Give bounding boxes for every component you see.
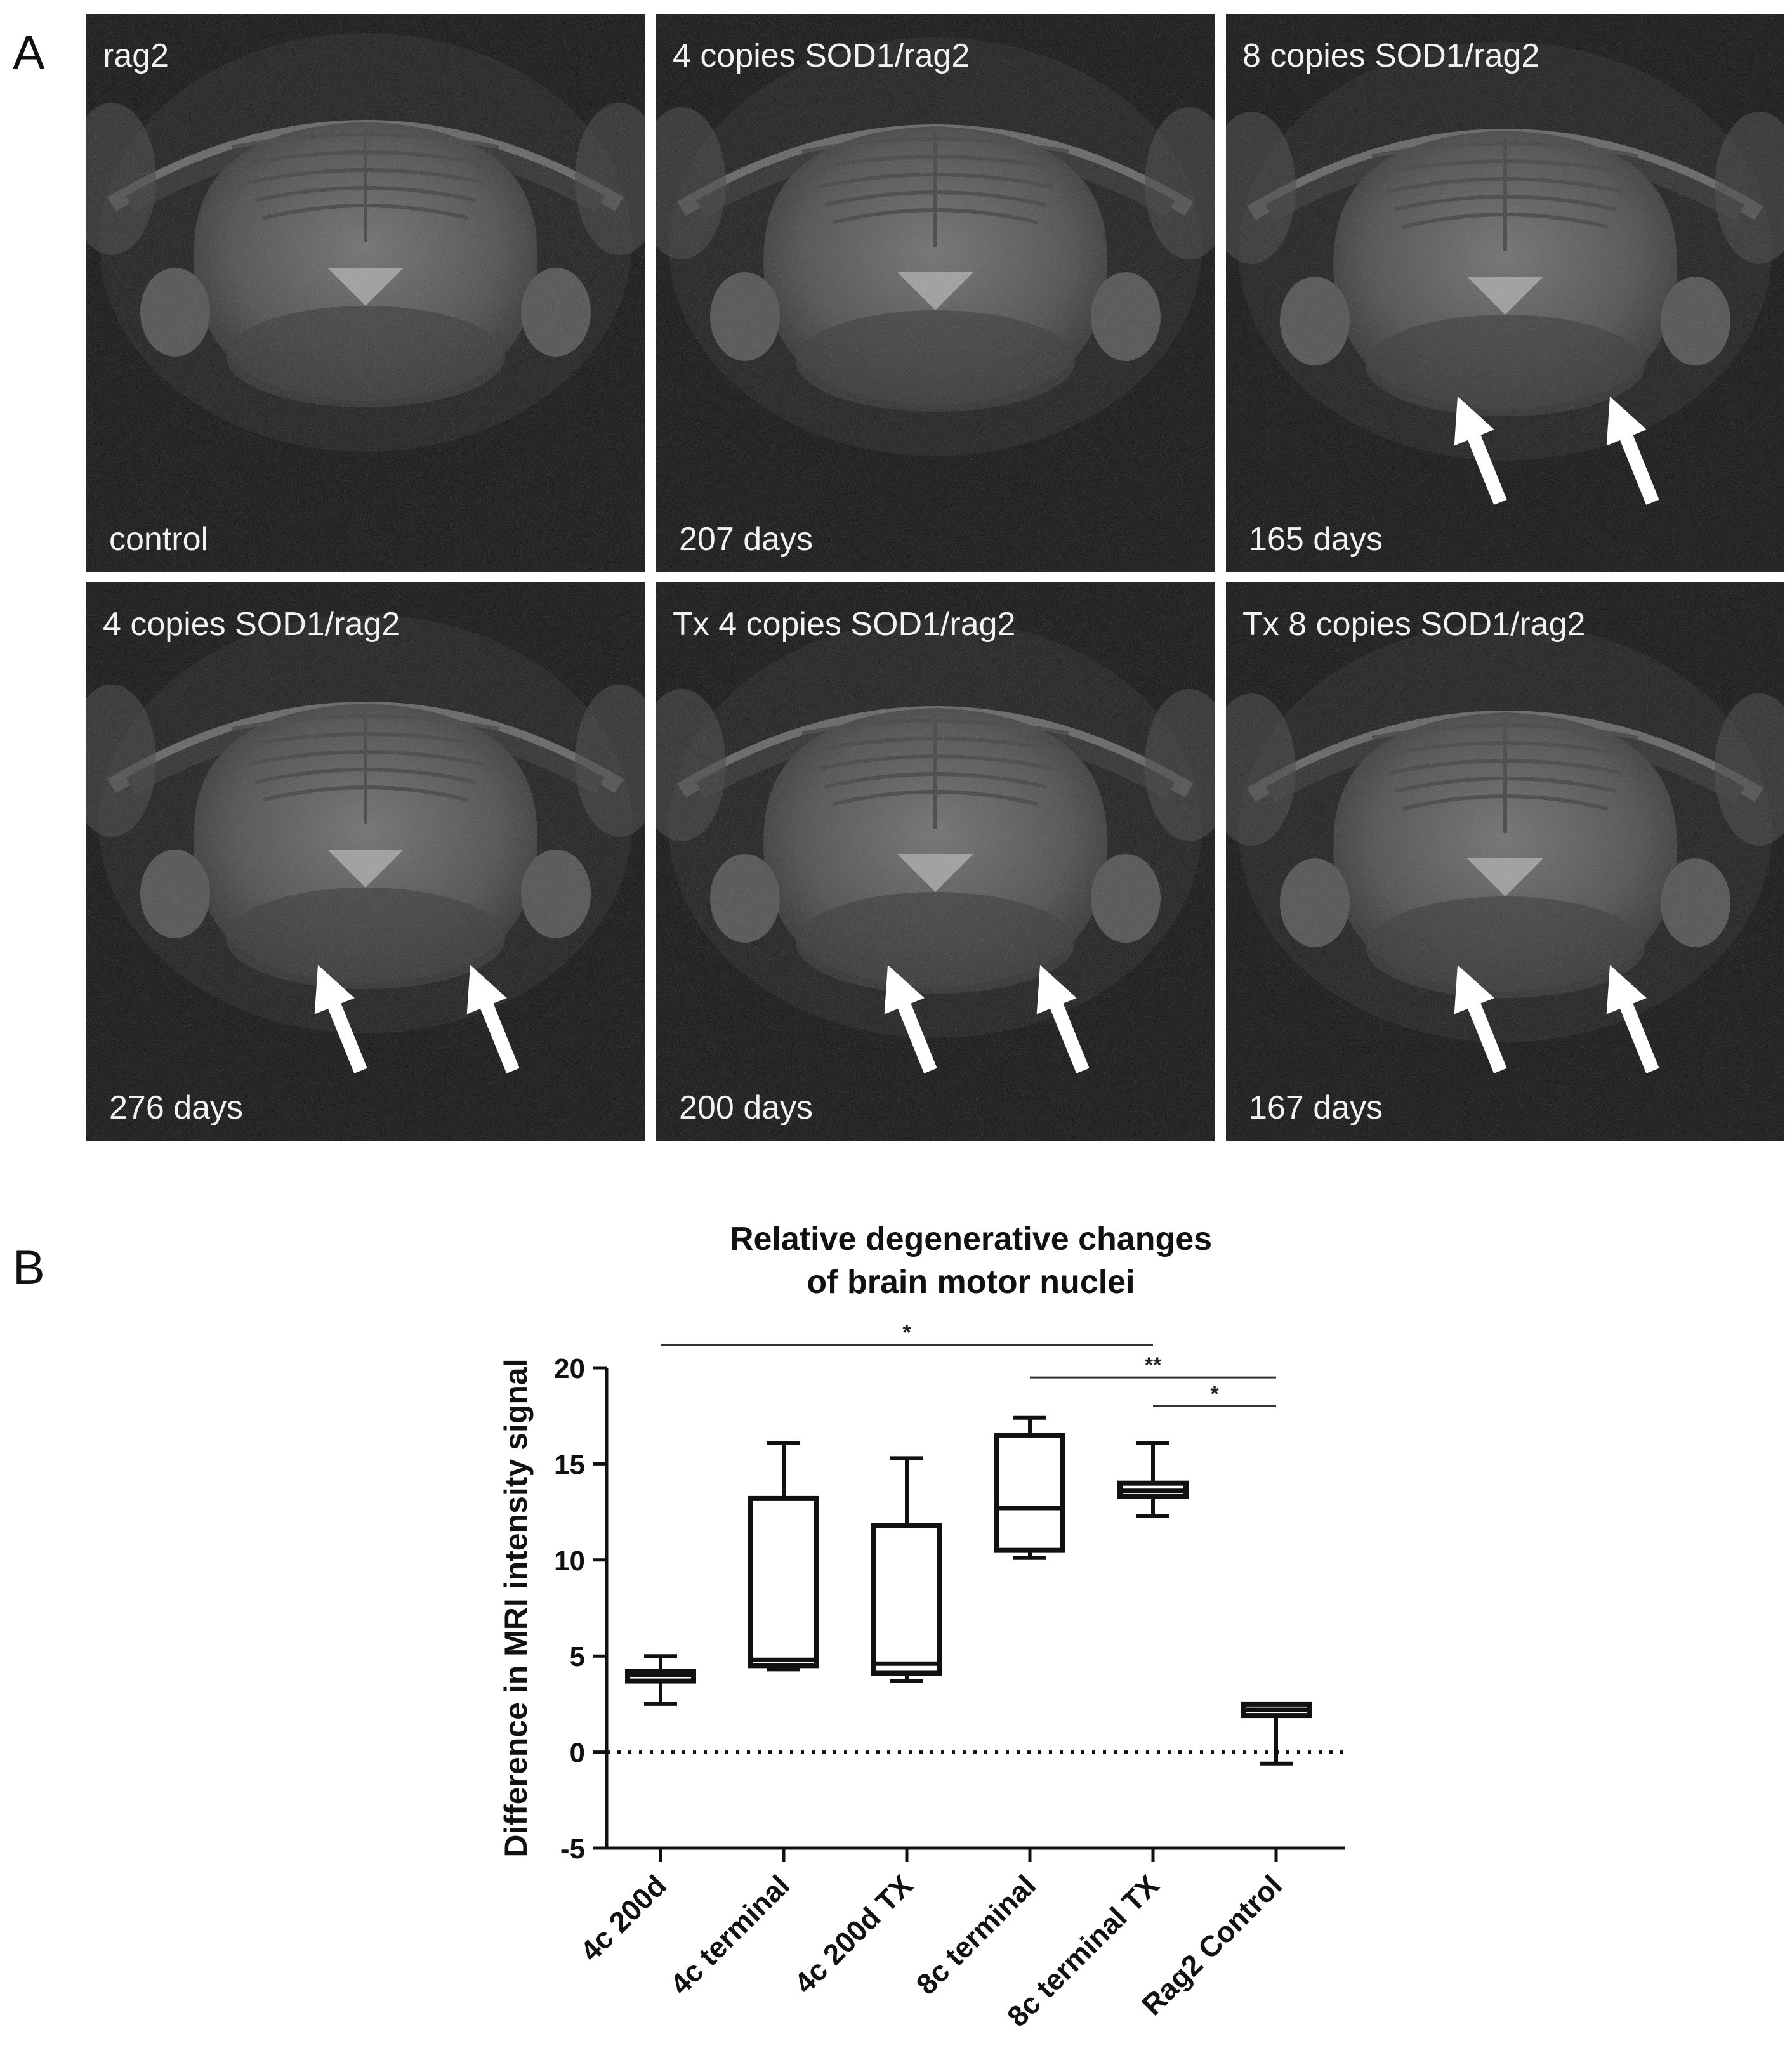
mri-image-5: Tx 4 copies SOD1/rag2 200 days bbox=[656, 582, 1215, 1141]
y-tick-label: 5 bbox=[570, 1641, 585, 1672]
significance-label: * bbox=[902, 1321, 911, 1345]
mri-caption: 207 days bbox=[679, 521, 814, 558]
x-tick-label: 4c terminal bbox=[664, 1868, 796, 2001]
mri-image-4: 4 copies SOD1/rag2 276 days bbox=[86, 582, 645, 1141]
box-3 bbox=[871, 1456, 942, 1683]
mri-caption: 276 days bbox=[109, 1089, 244, 1126]
y-tick-label: 10 bbox=[554, 1545, 585, 1577]
box-5 bbox=[1117, 1441, 1189, 1518]
mri-caption: 200 days bbox=[679, 1089, 814, 1126]
mri-title: 4 copies SOD1/rag2 bbox=[103, 606, 400, 643]
x-tick-label: 4c 200d bbox=[574, 1868, 673, 1967]
panel-a-letter: A bbox=[13, 26, 45, 80]
box-plot-chart: Relative degenerative changes of brain mo… bbox=[498, 1221, 1345, 2033]
mri-title: 4 copies SOD1/rag2 bbox=[673, 37, 970, 74]
mri-caption: control bbox=[109, 521, 209, 558]
mri-title: Tx 4 copies SOD1/rag2 bbox=[673, 606, 1016, 643]
box-4 bbox=[994, 1415, 1065, 1560]
panel-b-letter: B bbox=[13, 1241, 45, 1295]
box-2 bbox=[748, 1441, 819, 1672]
mri-title: Tx 8 copies SOD1/rag2 bbox=[1242, 606, 1586, 643]
box-6 bbox=[1241, 1701, 1312, 1766]
mri-image-6: Tx 8 copies SOD1/rag2 167 days bbox=[1226, 582, 1784, 1141]
x-tick-label: 4c 200d TX bbox=[787, 1868, 919, 2000]
significance-label: ** bbox=[1145, 1353, 1162, 1377]
x-tick-label: 8c terminal bbox=[910, 1868, 1043, 2001]
significance-label: * bbox=[1210, 1382, 1219, 1407]
chart-title-line: of brain motor nuclei bbox=[807, 1264, 1135, 1301]
mri-image-1: rag2 control bbox=[86, 14, 645, 572]
iqr-box bbox=[748, 1495, 819, 1669]
mri-caption: 165 days bbox=[1249, 521, 1383, 558]
mri-caption: 167 days bbox=[1249, 1089, 1383, 1126]
iqr-box bbox=[871, 1523, 942, 1676]
box-1 bbox=[625, 1654, 696, 1706]
iqr-box bbox=[994, 1432, 1065, 1553]
y-axis-label: Difference in MRI intensity signal bbox=[498, 1358, 534, 1857]
mri-image-3: 8 copies SOD1/rag2 165 days bbox=[1226, 14, 1784, 572]
mri-image-2: 4 copies SOD1/rag2 207 days bbox=[656, 14, 1215, 572]
y-tick-label: 0 bbox=[570, 1738, 585, 1769]
mri-title: 8 copies SOD1/rag2 bbox=[1242, 37, 1540, 74]
chart-title-line: Relative degenerative changes bbox=[730, 1221, 1212, 1257]
y-tick-label: -5 bbox=[560, 1834, 585, 1865]
y-tick-label: 15 bbox=[554, 1449, 585, 1480]
mri-title: rag2 bbox=[103, 37, 169, 74]
y-tick-label: 20 bbox=[554, 1353, 585, 1384]
